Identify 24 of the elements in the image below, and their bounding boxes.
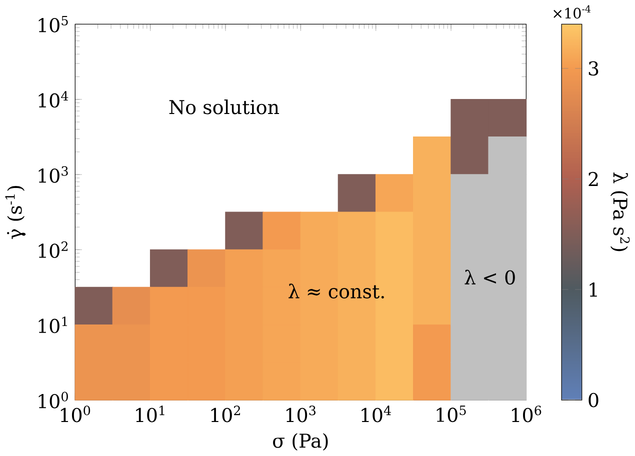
color-bar-label: 2: [588, 172, 598, 186]
y-tick-label: 10$^{5}$: [38, 16, 68, 32]
y-tick-label: 10$^{3}$: [38, 166, 68, 183]
series-label: λ < 0: [464, 270, 515, 285]
x-tick-label: 10$^{2}$: [211, 406, 240, 422]
y-tick-label: 10$^{1}$: [38, 316, 67, 334]
color-bar-label: 0: [588, 392, 598, 408]
annotation: λ ≈ const.: [288, 284, 384, 299]
x-axis-title: σ (Pa): [273, 433, 328, 451]
annotation: No solution: [169, 100, 280, 114]
y-axis-title: γ̇ (s$^{-1}$): [5, 186, 26, 240]
x-tick-label: 10$^{1}$: [136, 406, 164, 422]
x-tick-label: 10$^{5}$: [436, 406, 466, 422]
x-tick-label: 10$^{4}$: [362, 406, 391, 422]
x-tick-label: 10$^{6}$: [512, 406, 542, 422]
text: ×10$^{-4}$: [554, 5, 591, 19]
color-bar-label: 3: [588, 61, 598, 76]
x-tick-label: 10$^{0}$: [60, 406, 90, 422]
y-tick-label: 10$^{2}$: [38, 241, 68, 258]
color-bar-title: λ (Pa s$^{2}$): [610, 172, 630, 252]
y-tick-label: 10$^{4}$: [38, 91, 68, 108]
y-tick-label: 10$^{0}$: [38, 392, 68, 408]
x-tick-label: 10$^{3}$: [286, 406, 316, 422]
color-bar-label: 1: [590, 282, 597, 297]
